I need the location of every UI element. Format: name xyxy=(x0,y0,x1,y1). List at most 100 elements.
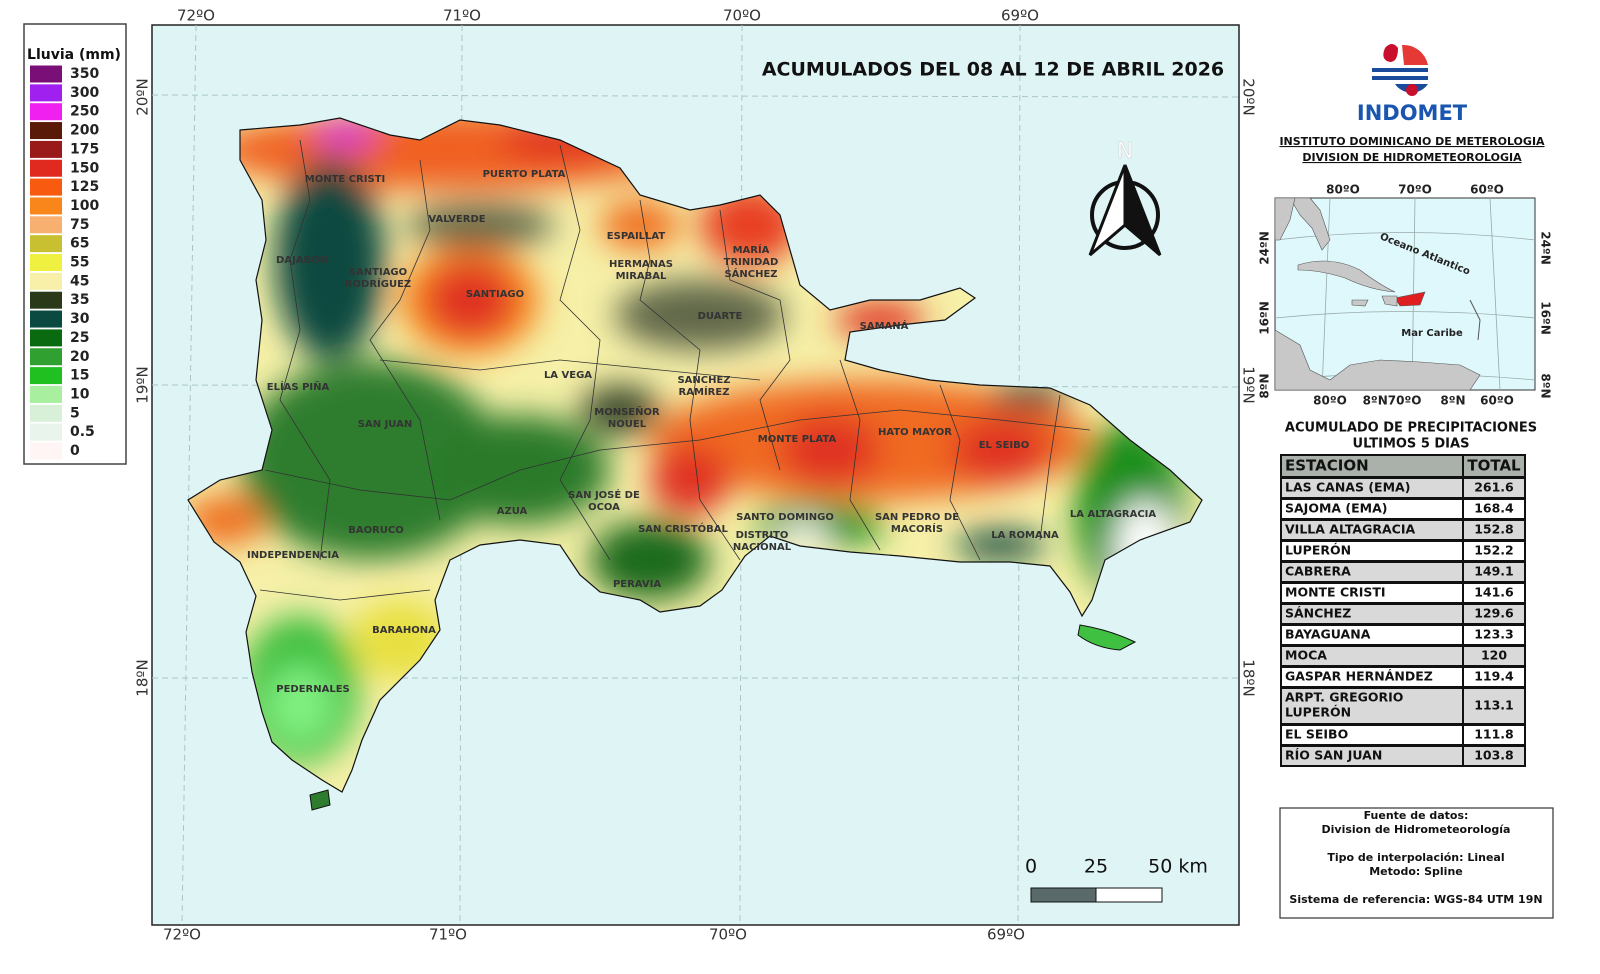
scale-bar xyxy=(1030,887,1163,903)
legend-label: 250 xyxy=(70,104,99,120)
lon-label: 72ºO xyxy=(163,926,201,944)
station-total: 120 xyxy=(1481,648,1507,663)
station-name: LUPERÓN xyxy=(1285,705,1351,720)
place-label: MONTE PLATA xyxy=(758,434,837,445)
station-total: 168.4 xyxy=(1474,501,1514,516)
source-box xyxy=(1279,807,1554,919)
legend-label: 350 xyxy=(70,66,99,82)
logo-name: INDOMET xyxy=(1357,101,1468,125)
legend-swatch xyxy=(30,404,62,422)
place-label: DAJABÓN xyxy=(276,253,328,266)
north-label: N xyxy=(1117,139,1133,164)
station-total: 152.8 xyxy=(1474,522,1514,537)
place-label: MARÍA xyxy=(733,243,770,256)
inset-lon: 70ºO xyxy=(1398,183,1432,197)
legend-label: 55 xyxy=(70,255,89,271)
station-total: 141.6 xyxy=(1474,585,1514,600)
legend-swatch xyxy=(30,272,62,290)
legend-swatch xyxy=(30,291,62,309)
legend-swatch xyxy=(30,254,62,271)
place-label: DISTRITO xyxy=(736,530,789,541)
isla-saona xyxy=(1077,624,1137,651)
legend-label: 75 xyxy=(70,217,89,233)
legend-swatch xyxy=(30,442,62,460)
province-borders xyxy=(259,139,1091,601)
station-total: 152.2 xyxy=(1474,543,1514,558)
place-label: RAMÍREZ xyxy=(679,385,730,398)
table-cell xyxy=(1462,687,1526,725)
legend-label: 300 xyxy=(70,85,99,101)
isla-beata xyxy=(309,789,331,811)
table-header: TOTAL xyxy=(1467,457,1521,475)
lat-label: 19ºN xyxy=(134,366,152,403)
scale-label: 25 xyxy=(1084,856,1108,878)
station-name: LAS CANAS (EMA) xyxy=(1285,480,1410,495)
place-label: MONSEÑOR xyxy=(594,405,660,418)
place-label: HERMANAS xyxy=(609,259,673,270)
station-total: 149.1 xyxy=(1474,564,1514,579)
legend-label: 65 xyxy=(70,236,89,252)
place-label: SANCHEZ xyxy=(677,375,730,386)
place-label: LA ROMANA xyxy=(991,530,1059,541)
place-label: SAN PEDRO DE xyxy=(875,512,959,523)
legend-label: 100 xyxy=(70,198,99,214)
station-name: VILLA ALTAGRACIA xyxy=(1285,522,1415,537)
place-label: SÁNCHEZ xyxy=(724,267,777,280)
station-total: 113.1 xyxy=(1474,698,1514,713)
place-label: SAN JUAN xyxy=(358,419,412,430)
station-total: 119.4 xyxy=(1474,669,1514,684)
inset-lon: 60ºO xyxy=(1470,183,1504,197)
inset-lon: 8ºN xyxy=(1440,394,1465,408)
legend-swatch xyxy=(30,385,62,403)
lon-label: 69ºO xyxy=(1001,7,1039,25)
legend-label: 5 xyxy=(70,405,80,421)
inset-lon: 80ºO xyxy=(1326,183,1360,197)
legend-label: 45 xyxy=(70,273,89,289)
table-cell xyxy=(1462,745,1526,767)
source-line: Metodo: Spline xyxy=(1369,865,1463,878)
legend-swatch xyxy=(30,348,62,366)
north-arrow: N xyxy=(1088,139,1162,257)
station-total: 261.6 xyxy=(1474,480,1514,495)
legend-label: 30 xyxy=(70,311,90,327)
place-label: TRINIDAD xyxy=(724,257,779,268)
place-label: SAN JOSÉ DE xyxy=(568,488,640,501)
lon-label: 70ºO xyxy=(723,7,761,25)
place-label: MACORÍS xyxy=(891,522,943,535)
place-label: MONTE CRISTI xyxy=(305,174,385,185)
legend-title: Lluvia (mm) xyxy=(27,47,121,63)
legend-swatch xyxy=(30,367,62,385)
station-name: MONTE CRISTI xyxy=(1285,585,1386,600)
station-name: BAYAGUANA xyxy=(1285,627,1371,642)
place-label: LA ALTAGRACIA xyxy=(1070,509,1157,520)
source-line: Division de Hidrometeorología xyxy=(1322,823,1511,836)
legend-swatch xyxy=(30,329,62,347)
station-name: RÍO SAN JUAN xyxy=(1285,748,1382,763)
place-label: SANTO DOMINGO xyxy=(736,512,834,523)
table-title: ACUMULADO DE PRECIPITACIONES xyxy=(1285,421,1537,436)
place-label: SANTIAGO xyxy=(349,267,407,278)
lat-label: 18ºN xyxy=(134,659,152,696)
station-name: GASPAR HERNÁNDEZ xyxy=(1285,669,1433,684)
inset-lon: 8ºN70ºO xyxy=(1363,394,1422,408)
legend-swatch xyxy=(30,84,62,102)
station-total: 111.8 xyxy=(1474,727,1514,742)
place-label: EL SEIBO xyxy=(979,440,1030,451)
station-name: MOCA xyxy=(1285,648,1327,663)
station-name: LUPERÓN xyxy=(1285,543,1351,558)
legend-swatch xyxy=(30,197,62,215)
station-name: SAJOMA (EMA) xyxy=(1285,501,1388,516)
lon-label: 70ºO xyxy=(709,926,747,944)
source-line: Sistema de referencia: WGS-84 UTM 19N xyxy=(1289,893,1542,906)
legend-swatch xyxy=(30,310,62,328)
legend-label: 150 xyxy=(70,160,99,176)
place-label: HATO MAYOR xyxy=(878,427,952,438)
station-total: 103.8 xyxy=(1474,748,1514,763)
station-table: ESTACION TOTAL LAS CANAS (EMA) 261.6 SAJOMA … xyxy=(1280,454,1526,767)
lon-label: 71ºO xyxy=(429,926,467,944)
legend-label: 0 xyxy=(70,443,80,459)
legend-label: 25 xyxy=(70,330,89,346)
inset-map xyxy=(1274,197,1536,391)
